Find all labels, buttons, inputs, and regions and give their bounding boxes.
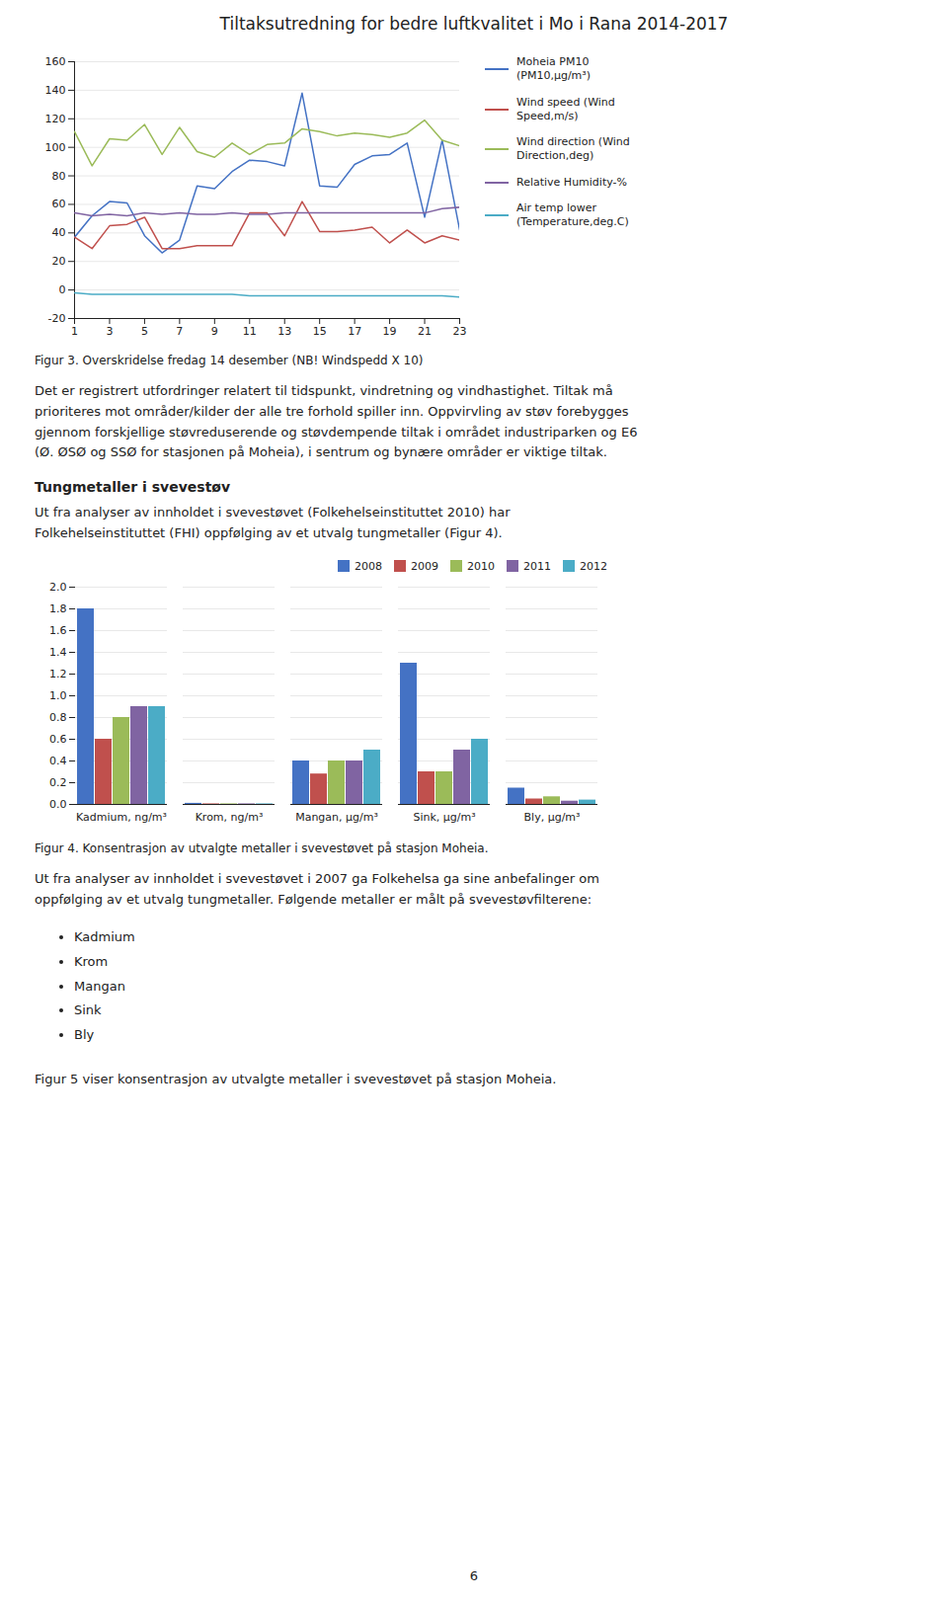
svg-text:0.6: 0.6 bbox=[49, 732, 68, 746]
svg-text:160: 160 bbox=[45, 55, 67, 69]
svg-text:11: 11 bbox=[242, 324, 257, 338]
html-text:Sink: Sink bbox=[74, 1002, 102, 1018]
html-text:Relative Humidity-%: Relative Humidity-% bbox=[516, 175, 628, 189]
html-text:2010: 2010 bbox=[467, 559, 495, 573]
html-text:Tiltaksutredning for bedre luf: Tiltaksutredning for bedre luftkvalitet … bbox=[219, 13, 729, 34]
svg-text:3: 3 bbox=[105, 324, 113, 338]
html-text:Figur 5 viser konsentrasjon av: Figur 5 viser konsentrasjon av utvalgte … bbox=[34, 1071, 557, 1087]
svg-text:0: 0 bbox=[59, 283, 67, 297]
html-text:Air temp lower (Temperature,de: Air temp lower (Temperature,deg.C) bbox=[516, 201, 629, 229]
svg-text:1.4: 1.4 bbox=[49, 645, 68, 659]
svg-text:100: 100 bbox=[45, 141, 67, 155]
html-text:Figur 4. Konsentrasjon av utva: Figur 4. Konsentrasjon av utvalgte metal… bbox=[34, 841, 489, 855]
svg-text:15: 15 bbox=[313, 324, 327, 338]
svg-text:Bly, μg/m³: Bly, μg/m³ bbox=[524, 810, 581, 824]
svg-text:2.0: 2.0 bbox=[49, 580, 68, 594]
svg-text:17: 17 bbox=[347, 324, 362, 338]
html-text:2008: 2008 bbox=[354, 559, 383, 573]
svg-text:-20: -20 bbox=[48, 312, 67, 325]
svg-text:1.0: 1.0 bbox=[49, 689, 68, 703]
svg-text:1: 1 bbox=[71, 324, 79, 338]
html-text:Ut fra analyser av innholdet i: Ut fra analyser av innholdet i svevestøv… bbox=[34, 504, 511, 541]
svg-text:21: 21 bbox=[417, 324, 432, 338]
html-text:6: 6 bbox=[469, 1568, 479, 1583]
svg-text:23: 23 bbox=[453, 324, 468, 338]
html-text:2009: 2009 bbox=[410, 559, 439, 573]
html-text:Bly: Bly bbox=[74, 1027, 95, 1042]
svg-text:Mangan, μg/m³: Mangan, μg/m³ bbox=[295, 810, 379, 824]
svg-text:9: 9 bbox=[211, 324, 219, 338]
svg-text:80: 80 bbox=[52, 169, 67, 183]
html-text:Wind direction (Wind Direction: Wind direction (Wind Direction,deg) bbox=[516, 135, 630, 163]
svg-text:1.8: 1.8 bbox=[49, 602, 68, 616]
svg-text:60: 60 bbox=[52, 197, 67, 211]
html-text:2012: 2012 bbox=[579, 559, 608, 573]
svg-text:1.2: 1.2 bbox=[49, 667, 68, 681]
html-text:Tungmetaller i svevestøv: Tungmetaller i svevestøv bbox=[34, 479, 231, 495]
html-text:Krom: Krom bbox=[74, 954, 108, 969]
svg-text:5: 5 bbox=[141, 324, 149, 338]
html-text:Mangan: Mangan bbox=[74, 978, 126, 994]
svg-text:Krom, ng/m³: Krom, ng/m³ bbox=[195, 810, 264, 824]
svg-text:40: 40 bbox=[52, 226, 67, 239]
svg-text:Sink, μg/m³: Sink, μg/m³ bbox=[412, 810, 475, 824]
svg-text:13: 13 bbox=[277, 324, 292, 338]
svg-text:0.0: 0.0 bbox=[49, 797, 68, 811]
svg-text:1.6: 1.6 bbox=[49, 624, 68, 637]
html-text:Kadmium: Kadmium bbox=[74, 929, 135, 945]
svg-text:140: 140 bbox=[45, 83, 67, 97]
svg-text:0.2: 0.2 bbox=[49, 776, 68, 790]
html-text:Moheia PM10 (PM10,μg/m³): Moheia PM10 (PM10,μg/m³) bbox=[516, 55, 591, 83]
html-text:2011: 2011 bbox=[523, 559, 552, 573]
svg-text:120: 120 bbox=[45, 112, 67, 126]
svg-text:19: 19 bbox=[383, 324, 397, 338]
svg-text:20: 20 bbox=[52, 254, 67, 268]
svg-text:Kadmium, ng/m³: Kadmium, ng/m³ bbox=[76, 810, 167, 824]
svg-text:0.4: 0.4 bbox=[49, 754, 68, 768]
html-text:Det er registrert utfordringer: Det er registrert utfordringer relatert … bbox=[34, 383, 638, 460]
html-text:Ut fra analyser av innholdet i: Ut fra analyser av innholdet i svevestøv… bbox=[34, 870, 600, 907]
svg-text:7: 7 bbox=[175, 324, 183, 338]
svg-text:0.8: 0.8 bbox=[49, 711, 68, 724]
html-text:Figur 3. Overskridelse fredag: Figur 3. Overskridelse fredag 14 desembe… bbox=[34, 353, 424, 368]
html-text:Wind speed (Wind Speed,m/s): Wind speed (Wind Speed,m/s) bbox=[516, 95, 616, 123]
